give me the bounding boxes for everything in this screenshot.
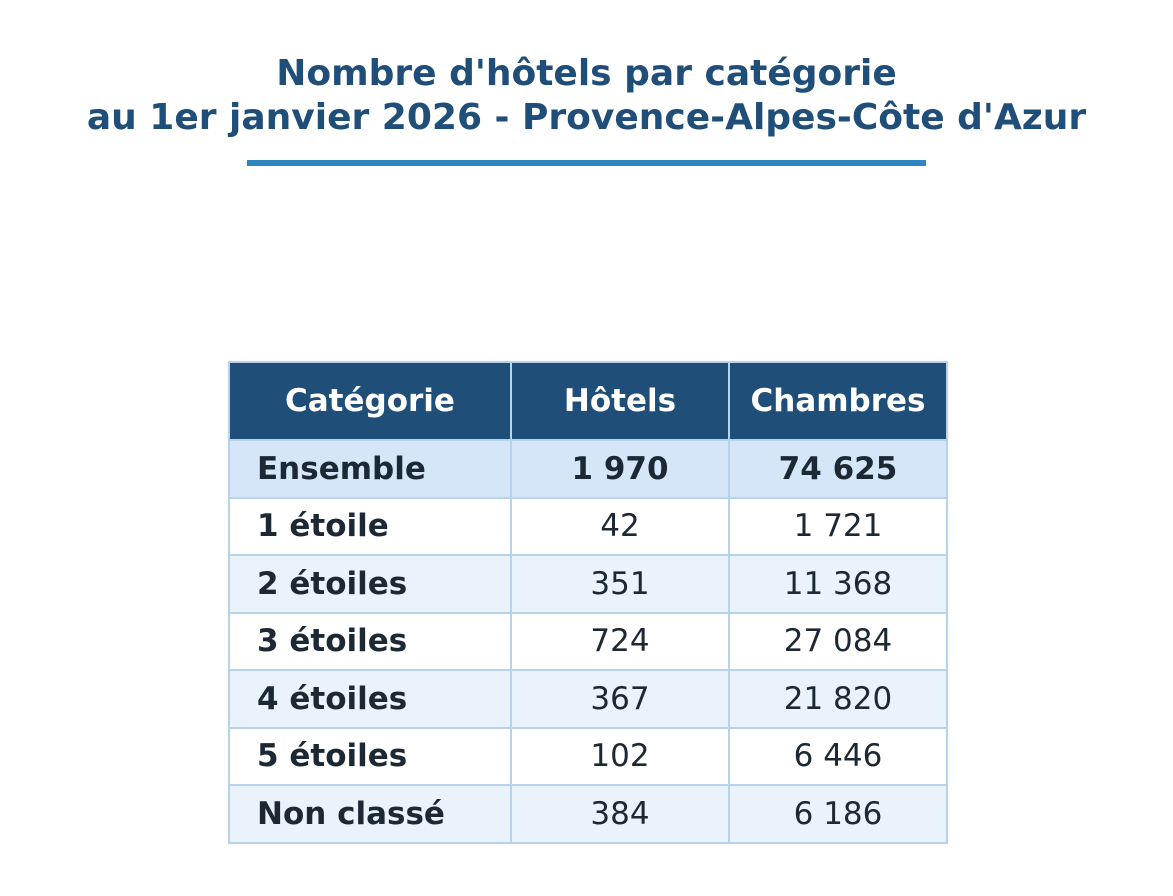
cell-category: 3 étoiles	[228, 611, 512, 671]
hotels-table: Catégorie Hôtels Chambres Ensemble 1 970…	[228, 361, 948, 844]
cell-rooms: 6 186	[728, 784, 948, 844]
cell-hotels: 384	[510, 784, 730, 844]
table-row: 3 étoiles 724 27 084	[228, 611, 948, 671]
table-row: 5 étoiles 102 6 446	[228, 726, 948, 786]
chart-title-line-1: Nombre d'hôtels par catégorie	[276, 53, 897, 94]
table-row: 4 étoiles 367 21 820	[228, 669, 948, 729]
cell-category: 2 étoiles	[228, 554, 512, 614]
cell-rooms: 1 721	[728, 496, 948, 556]
cell-hotels: 1 970	[510, 439, 730, 499]
cell-hotels: 724	[510, 611, 730, 671]
table-row: Non classé 384 6 186	[228, 784, 948, 844]
cell-rooms: 27 084	[728, 611, 948, 671]
table-row: 1 étoile 42 1 721	[228, 496, 948, 556]
cell-category: 4 étoiles	[228, 669, 512, 729]
header-rooms: Chambres	[728, 361, 948, 441]
table-row-total: Ensemble 1 970 74 625	[228, 439, 948, 499]
cell-rooms: 11 368	[728, 554, 948, 614]
cell-rooms: 6 446	[728, 726, 948, 786]
table-row: 2 étoiles 351 11 368	[228, 554, 948, 614]
title-underline	[247, 160, 926, 166]
cell-rooms: 21 820	[728, 669, 948, 729]
table-header-row: Catégorie Hôtels Chambres	[228, 361, 948, 441]
header-category: Catégorie	[228, 361, 512, 441]
cell-rooms: 74 625	[728, 439, 948, 499]
cell-hotels: 367	[510, 669, 730, 729]
chart-subtitle: au 1er janvier 2026 - Provence-Alpes-Côt…	[86, 97, 1087, 138]
chart-title: Nombre d'hôtels par catégorie au 1er jan…	[0, 52, 1173, 140]
cell-hotels: 42	[510, 496, 730, 556]
cell-category: 1 étoile	[228, 496, 512, 556]
cell-hotels: 102	[510, 726, 730, 786]
cell-category: 5 étoiles	[228, 726, 512, 786]
cell-category: Ensemble	[228, 439, 512, 499]
cell-hotels: 351	[510, 554, 730, 614]
cell-category: Non classé	[228, 784, 512, 844]
header-hotels: Hôtels	[510, 361, 730, 441]
